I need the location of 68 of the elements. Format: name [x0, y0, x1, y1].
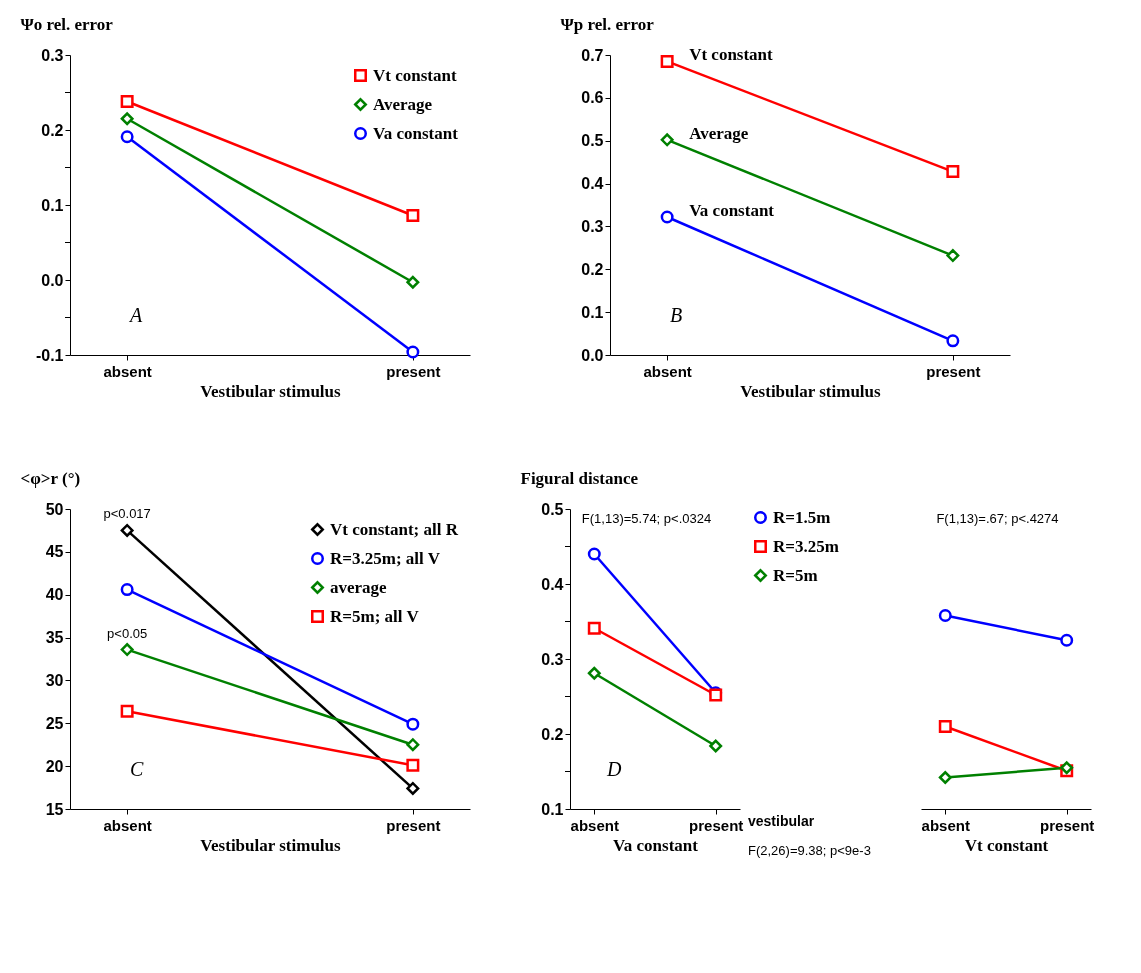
- y-tick-label: 0.5: [581, 132, 604, 150]
- y-axis-title: Ψp rel. error: [560, 14, 655, 34]
- x-tick-label: absent: [921, 816, 970, 834]
- y-axis-title: Figural distance: [520, 468, 639, 488]
- series-label: Vt constant: [689, 45, 774, 65]
- chart-subtitle: F(1,13)=5.74; p<.0324: [581, 511, 712, 526]
- y-tick-label: 0.1: [581, 303, 604, 321]
- chart-subtitle: F(1,13)=.67; p<.4274: [936, 511, 1059, 526]
- x-axis-title: Vestibular stimulus: [200, 381, 342, 401]
- y-tick-label: 45: [45, 543, 64, 561]
- legend-label: Average: [373, 94, 433, 114]
- y-axis-title: <φ>r (°): [20, 468, 81, 488]
- legend-label: R=3.25m: [773, 536, 839, 556]
- y-tick-label: 0.1: [541, 800, 564, 818]
- legend-label: Va constant: [373, 123, 459, 143]
- y-tick-label: 15: [45, 800, 64, 818]
- y-tick-label: 25: [45, 714, 64, 732]
- y-tick-label: 40: [45, 586, 64, 604]
- annotation: D: [606, 758, 622, 780]
- text: F(2,26)=9.38; p<9e-3: [748, 843, 871, 858]
- y-tick-label: 0.2: [41, 121, 64, 139]
- x-axis-title: Va constant: [613, 835, 699, 855]
- series-label: Average: [689, 123, 749, 143]
- y-tick-label: 0.7: [581, 46, 604, 64]
- y-tick-label: 0.4: [581, 175, 604, 193]
- y-axis-title: Ψo rel. error: [20, 14, 114, 34]
- y-tick-label: 0.3: [541, 650, 564, 668]
- x-tick-label: absent: [103, 362, 152, 380]
- y-tick-label: 30: [45, 671, 64, 689]
- y-tick-label: -0.1: [35, 346, 64, 364]
- legend-label: R=5m; all V: [330, 606, 420, 626]
- y-tick-label: 0.3: [581, 217, 604, 235]
- y-tick-label: 35: [45, 629, 64, 647]
- y-tick-label: 0.5: [541, 500, 564, 518]
- x-tick-label: present: [926, 362, 981, 380]
- x-tick-label: absent: [103, 816, 152, 834]
- x-axis-title: Vestibular stimulus: [740, 381, 882, 401]
- annotation: p<0.05: [107, 625, 148, 641]
- y-tick-label: 0.2: [541, 725, 564, 743]
- x-tick-label: present: [386, 362, 441, 380]
- annotation: p<0.017: [103, 506, 151, 522]
- x-tick-label: present: [1040, 816, 1095, 834]
- x-axis-title: Vestibular stimulus: [200, 835, 342, 855]
- x-tick-label: present: [689, 816, 744, 834]
- y-tick-label: 0.4: [541, 575, 564, 593]
- y-tick-label: 0.0: [41, 271, 64, 289]
- y-tick-label: 0.3: [41, 46, 64, 64]
- x-axis-title: Vt constant: [964, 835, 1049, 855]
- x-tick-label: absent: [643, 362, 692, 380]
- y-tick-label: 0.1: [41, 196, 64, 214]
- y-tick-label: 0.0: [581, 346, 604, 364]
- annotation: B: [670, 304, 683, 326]
- x-tick-label: absent: [570, 816, 619, 834]
- annotation: C: [130, 758, 144, 780]
- annotation: A: [128, 304, 143, 326]
- y-tick-label: 20: [45, 757, 64, 775]
- legend-label: average: [330, 577, 388, 597]
- y-tick-label: 0.6: [581, 89, 604, 107]
- series-label: Va constant: [689, 201, 775, 220]
- y-tick-label: 0.2: [581, 260, 604, 278]
- legend-label: Vt constant: [373, 65, 457, 85]
- x-tick-label: present: [386, 816, 441, 834]
- legend-label: R=5m: [773, 565, 818, 585]
- legend-label: R=3.25m; all V: [330, 548, 441, 568]
- text: vestibular: [748, 813, 815, 829]
- legend-label: R=1.5m: [773, 507, 831, 527]
- y-tick-label: 50: [45, 500, 64, 518]
- legend-label: Vt constant; all R: [330, 519, 459, 539]
